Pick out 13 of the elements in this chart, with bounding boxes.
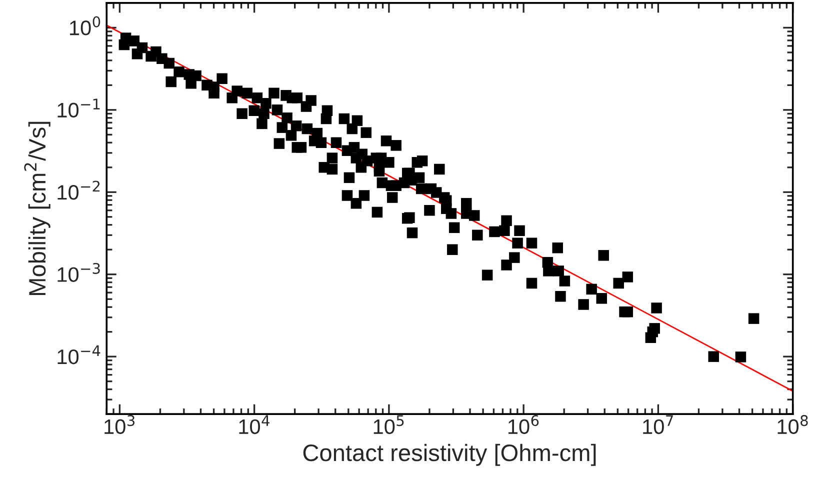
- y-axis-title: Mobility [cm$^{2}$/Vs]: [24, 122, 50, 295]
- x-axis-title: Contact resistivity [Ohm-cm]: [303, 444, 596, 466]
- x-tick-label: 10$^{8}$: [778, 415, 808, 434]
- x-tick-label: 10$^{7}$: [643, 415, 673, 434]
- x-tick-label: 10$^{5}$: [374, 415, 404, 434]
- y-tick-label: 10$^{−1}$: [58, 98, 100, 118]
- y-tick-label: 10$^{−2}$: [58, 180, 100, 200]
- x-tick-label: 10$^{4}$: [239, 415, 270, 434]
- x-tick-label: 10$^{6}$: [508, 415, 539, 434]
- y-tick-label: 10$^{0}$: [70, 16, 100, 36]
- y-tick-label: 10$^{−4}$: [58, 345, 100, 364]
- x-tick-label: 10$^{3}$: [104, 415, 134, 434]
- y-tick-label: 10$^{−3}$: [58, 262, 100, 282]
